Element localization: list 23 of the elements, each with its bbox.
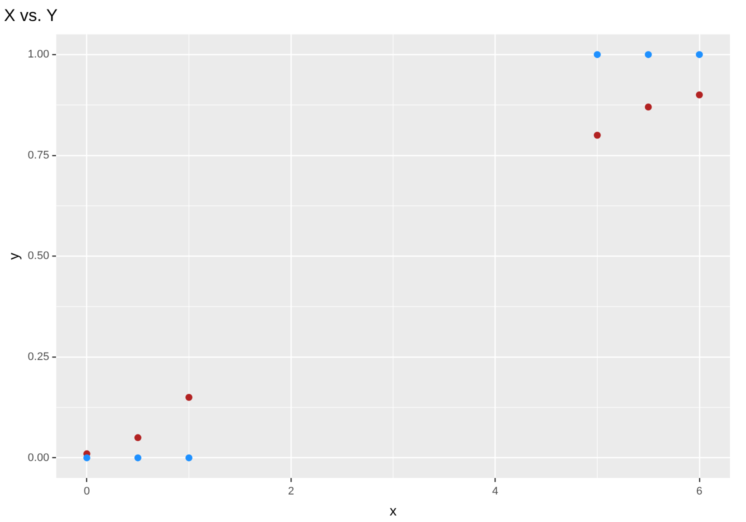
point <box>594 132 601 139</box>
point <box>185 394 192 401</box>
y-tick-label: 1.00 <box>28 48 50 61</box>
point <box>696 51 703 58</box>
y-tick-label: 0.75 <box>28 149 50 162</box>
x-tick-label: 2 <box>288 486 294 498</box>
point <box>644 51 652 58</box>
y-axis-title: y <box>5 252 22 260</box>
y-tick-label: 0.25 <box>28 351 50 364</box>
point <box>83 454 90 462</box>
chart-title: X vs. Y <box>4 6 58 25</box>
point <box>696 91 703 98</box>
x-tick-label: 0 <box>84 486 90 498</box>
x-axis-title: x <box>390 502 397 518</box>
point <box>134 434 142 442</box>
point <box>594 51 601 58</box>
point <box>185 454 192 462</box>
x-tick-label: 6 <box>696 486 702 498</box>
point <box>134 454 142 462</box>
y-tick-label: 0.00 <box>28 452 50 464</box>
y-tick-label: 0.50 <box>28 250 50 262</box>
point <box>644 103 652 110</box>
x-tick-label: 4 <box>492 486 498 498</box>
